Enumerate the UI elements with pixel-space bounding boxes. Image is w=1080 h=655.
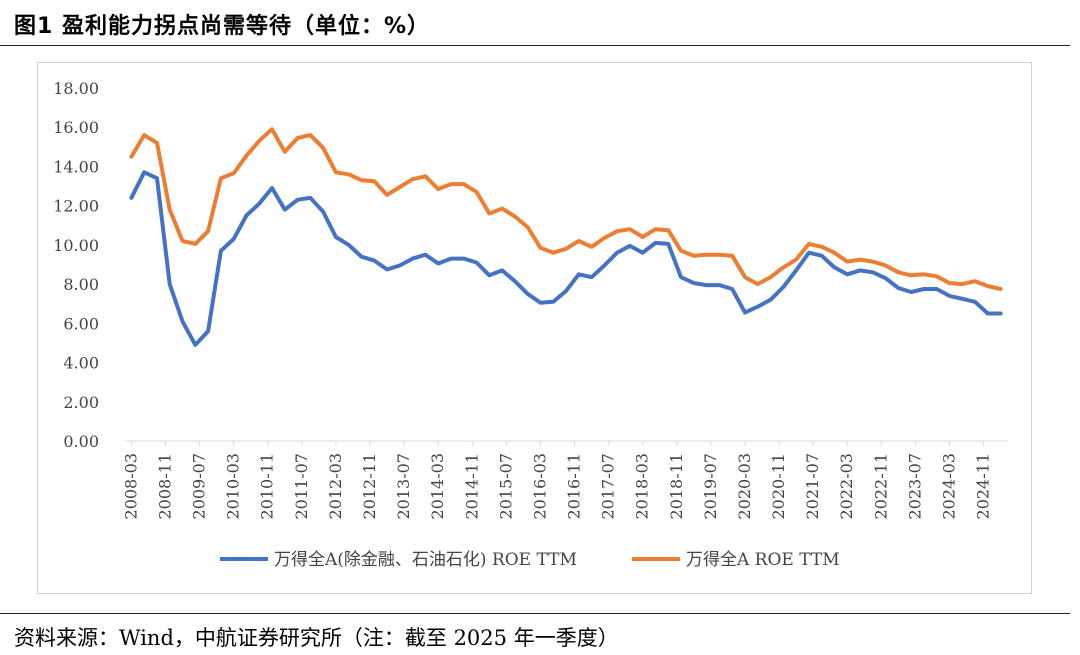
line-chart: 0.00 2.00 4.00 6.00 8.00 10.00 12.00 14.00 16.00… xyxy=(53,79,1007,570)
legend-label: 万得全A(除金融、石油石化) ROE TTM xyxy=(274,550,577,570)
x-tick-label: 2018-03 xyxy=(633,453,652,519)
y-tick-label: 12.00 xyxy=(53,197,99,216)
x-tick-label: 2010-03 xyxy=(224,453,243,519)
y-tick-label: 10.00 xyxy=(53,236,99,255)
x-tick-label: 2024-03 xyxy=(939,453,958,519)
figure-title: 图1 盈利能力拐点尚需等待（单位：%） xyxy=(14,14,431,39)
top-rule xyxy=(0,45,1070,46)
y-tick-label: 18.00 xyxy=(53,79,99,98)
x-tick-label: 2009-07 xyxy=(190,453,209,519)
series-line-1 xyxy=(129,170,1003,347)
chart-area: 0.00 2.00 4.00 6.00 8.00 10.00 12.00 14.00 16.00… xyxy=(37,62,1032,594)
source-note: 资料来源：Wind，中航证券研究所（注：截至 2025 年一季度） xyxy=(14,626,619,650)
y-tick-label: 14.00 xyxy=(53,157,99,176)
x-tick-label: 2017-07 xyxy=(599,453,618,519)
series-lines xyxy=(129,127,1003,347)
y-tick-label: 16.00 xyxy=(53,118,99,137)
y-tick-label: 4.00 xyxy=(63,354,99,373)
y-axis-tick-labels: 0.00 2.00 4.00 6.00 8.00 10.00 12.00 14.00 16.00… xyxy=(53,79,99,451)
x-tick-label: 2020-11 xyxy=(769,453,788,519)
bottom-rule xyxy=(0,613,1070,614)
x-tick-label: 2019-07 xyxy=(701,453,720,519)
x-tick-label: 2014-11 xyxy=(462,453,481,519)
x-tick-label: 2012-11 xyxy=(360,453,379,519)
x-tick-label: 2011-07 xyxy=(292,453,311,519)
x-tick-label: 2024-11 xyxy=(974,453,993,519)
chart-axes xyxy=(125,440,1007,446)
y-tick-label: 2.00 xyxy=(63,393,99,412)
x-tick-label: 2008-03 xyxy=(121,453,140,519)
x-tick-label: 2022-03 xyxy=(837,453,856,519)
x-tick-label: 2015-07 xyxy=(496,453,515,519)
series-line-2 xyxy=(129,127,1003,291)
x-tick-label: 2022-11 xyxy=(871,453,890,519)
x-tick-label: 2021-07 xyxy=(803,453,822,519)
x-tick-label: 2016-03 xyxy=(530,453,549,519)
x-tick-label: 2018-11 xyxy=(667,453,686,519)
x-tick-label: 2012-03 xyxy=(326,453,345,519)
x-tick-label: 2010-11 xyxy=(258,453,277,519)
legend-label: 万得全A ROE TTM xyxy=(686,550,840,570)
y-tick-label: 6.00 xyxy=(63,314,99,333)
x-tick-label: 2023-07 xyxy=(905,453,924,519)
legend: 万得全A(除金融、石油石化) ROE TTM 万得全A ROE TTM xyxy=(220,550,840,570)
x-axis-tick-labels: 2008-03 2008-11 2009-07 2010-03 2010-11 2011-… xyxy=(121,453,992,519)
x-tick-label: 2016-11 xyxy=(565,453,584,519)
x-tick-label: 2008-11 xyxy=(155,453,174,519)
x-tick-label: 2020-03 xyxy=(735,453,754,519)
x-tick-label: 2013-07 xyxy=(394,453,413,519)
y-tick-label: 8.00 xyxy=(63,275,99,294)
y-tick-label: 0.00 xyxy=(63,432,99,451)
x-tick-label: 2014-03 xyxy=(428,453,447,519)
